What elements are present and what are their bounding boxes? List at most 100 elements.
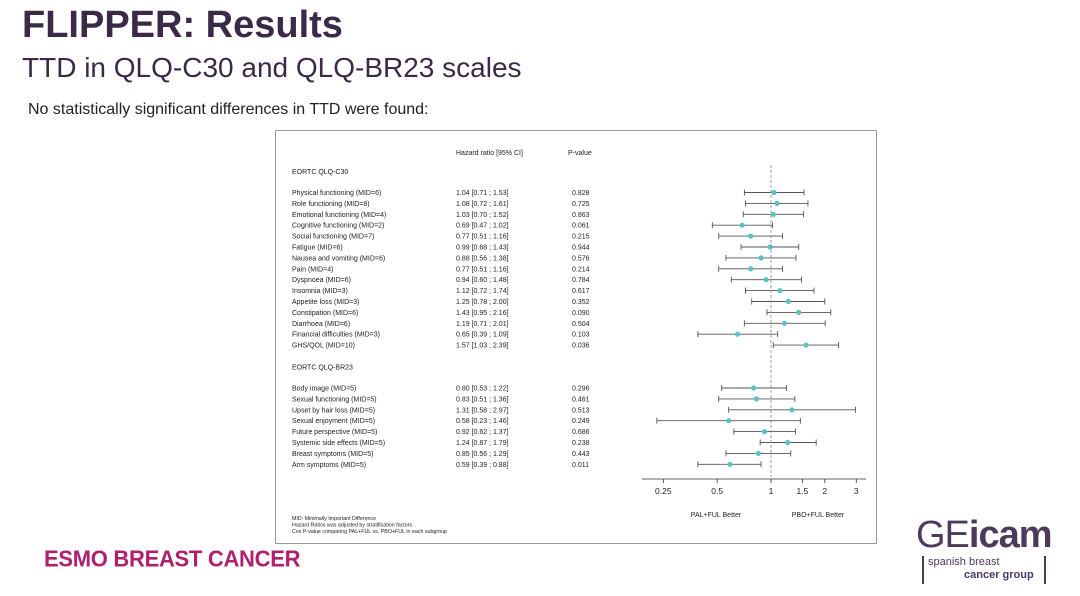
forest-plot: Hazard ratio [95% CI] P-value EORTC QLQ-C3… xyxy=(292,150,866,535)
row-hr-ci: 1.57 [1.03 ; 2.39] xyxy=(456,343,509,350)
hr-point xyxy=(785,439,791,446)
row-label: Sexual enjoyment (MID=5) xyxy=(292,418,375,425)
row-hr-ci: 0.59 [0.39 ; 0.88] xyxy=(456,462,509,469)
hr-point xyxy=(771,189,777,196)
row-p-value: 0.090 xyxy=(572,310,590,317)
hr-point xyxy=(755,450,761,456)
hr-point xyxy=(796,309,802,315)
footnote: Hazard Ratios was adjusted by stratifica… xyxy=(292,522,412,528)
hr-point xyxy=(727,461,733,467)
row-hr-ci: 1.03 [0.70 ; 1.52] xyxy=(456,212,509,219)
row-hr-ci: 1.08 [0.72 ; 1.61] xyxy=(456,201,509,208)
row-p-value: 0.828 xyxy=(572,190,590,197)
column-header-p: P-value xyxy=(568,150,592,157)
hr-point xyxy=(767,244,773,250)
row-hr-ci: 0.77 [0.51 ; 1.16] xyxy=(456,266,509,273)
row-label: Financial difficulties (MID=3) xyxy=(292,332,380,339)
x-tick-label: 0.5 xyxy=(711,486,723,496)
row-p-value: 0.863 xyxy=(572,212,590,219)
row-label: Cognitive functioning (MID=2) xyxy=(292,223,384,230)
row-p-value: 0.461 xyxy=(572,396,590,403)
hr-point xyxy=(751,385,757,391)
row-label: Systemic side effects (MID=5) xyxy=(292,440,385,447)
hr-point xyxy=(803,342,809,348)
row-hr-ci: 0.94 [0.60 ; 1.48] xyxy=(456,277,509,284)
row-hr-ci: 1.19 [0.71 ; 2.01] xyxy=(456,321,509,328)
geicam-wordmark: GEicam xyxy=(916,514,1053,557)
geicam-tagline-2: cancer group xyxy=(964,569,1034,581)
row-hr-ci: 1.25 [0.78 ; 2.00] xyxy=(456,299,509,306)
row-p-value: 0.686 xyxy=(572,429,590,436)
row-p-value: 0.784 xyxy=(572,277,590,284)
row-label: Constipation (MID=6) xyxy=(292,310,358,317)
row-label: Fatigue (MID=6) xyxy=(292,245,343,252)
row-hr-ci: 1.31 [0.58 ; 2.97] xyxy=(456,407,509,414)
intro-text: No statistically significant differences… xyxy=(28,101,429,118)
right-better-caption: PBO+FUL Better xyxy=(792,512,845,519)
row-label: Sexual functioning (MID=5) xyxy=(292,396,377,403)
row-hr-ci: 0.88 [0.56 ; 1.38] xyxy=(456,255,509,262)
row-label: Role functioning (MID=8) xyxy=(292,201,370,208)
hr-point xyxy=(734,331,741,337)
column-header-hr: Hazard ratio [95% CI] xyxy=(456,150,523,157)
row-p-value: 0.352 xyxy=(572,299,590,306)
row-hr-ci: 0.69 [0.47 ; 1.02] xyxy=(456,223,509,230)
x-tick-label: 1 xyxy=(769,486,774,496)
x-tick-label: 3 xyxy=(854,486,859,496)
row-p-value: 0.504 xyxy=(572,321,590,328)
hr-point xyxy=(770,211,776,217)
geicam-icam: icam xyxy=(968,514,1053,556)
row-label: Pain (MID=4) xyxy=(292,266,333,273)
row-p-value: 0.215 xyxy=(572,234,590,241)
row-label: Social functioning (MID=7) xyxy=(292,234,374,241)
row-label: Upset by hair loss (MID=5) xyxy=(292,407,375,414)
row-hr-ci: 0.58 [0.23 ; 1.46] xyxy=(456,418,509,425)
slide-title: FLIPPER: Results xyxy=(22,4,343,46)
row-p-value: 0.061 xyxy=(572,223,590,230)
row-hr-ci: 1.04 [0.71 ; 1.53] xyxy=(456,190,509,197)
hr-point xyxy=(777,288,783,294)
geicam-ge: GE xyxy=(916,514,970,556)
row-p-value: 0.249 xyxy=(572,418,590,425)
hr-point xyxy=(789,407,795,413)
hr-point xyxy=(748,233,754,239)
footnote: Cox P-value comparing PAL+FUL vs. PBO+FU… xyxy=(292,529,447,535)
row-hr-ci: 1.24 [0.87 ; 1.79] xyxy=(456,440,509,447)
row-p-value: 0.944 xyxy=(572,245,590,252)
hr-point xyxy=(785,298,791,305)
x-tick-label: 2 xyxy=(822,486,827,496)
geicam-tagline-1: spanish breast xyxy=(928,556,1000,568)
row-p-value: 0.725 xyxy=(572,201,590,208)
group-heading: EORTC QLQ-C30 xyxy=(292,169,348,176)
row-p-value: 0.617 xyxy=(572,288,590,295)
row-p-value: 0.103 xyxy=(572,332,590,339)
hr-point xyxy=(774,200,780,206)
row-hr-ci: 1.12 [0.72 ; 1.74] xyxy=(456,288,509,295)
hr-point xyxy=(753,396,760,402)
row-label: Arm symptoms (MID=5) xyxy=(292,462,366,469)
esmo-breast-cancer-logo: ESMO BREAST CANCER xyxy=(44,545,301,572)
row-hr-ci: 0.99 [0.68 ; 1.43] xyxy=(456,245,509,252)
row-label: Body image (MID=5) xyxy=(292,386,356,393)
row-p-value: 0.513 xyxy=(572,407,590,414)
x-tick-label: 1.5 xyxy=(797,486,809,496)
row-p-value: 0.296 xyxy=(572,386,590,393)
row-p-value: 0.238 xyxy=(572,440,590,447)
row-hr-ci: 0.85 [0.56 ; 1.29] xyxy=(456,451,509,458)
row-label: Emotional functioning (MID=4) xyxy=(292,212,386,219)
footnote: MID: Minimally Important Difference xyxy=(292,516,376,522)
geicam-logo: GEicam spanish breast cancer group xyxy=(916,514,1066,586)
hr-point xyxy=(726,418,732,424)
geicam-bar-left xyxy=(922,556,924,584)
hr-point xyxy=(761,429,768,435)
x-tick-label: 0.25 xyxy=(655,486,672,496)
row-label: Insomnia (MID=3) xyxy=(292,288,348,295)
row-hr-ci: 1.43 [0.95 ; 2.16] xyxy=(456,310,509,317)
group-heading: EORTC QLQ-BR23 xyxy=(292,365,353,372)
row-p-value: 0.036 xyxy=(572,343,590,350)
hr-point xyxy=(758,255,764,261)
row-label: GHS/QOL (MID=10) xyxy=(292,343,355,350)
row-label: Dyspnoea (MID=6) xyxy=(292,277,351,284)
row-hr-ci: 0.80 [0.53 ; 1.22] xyxy=(456,386,509,393)
row-label: Physical functioning (MID=6) xyxy=(292,190,381,197)
